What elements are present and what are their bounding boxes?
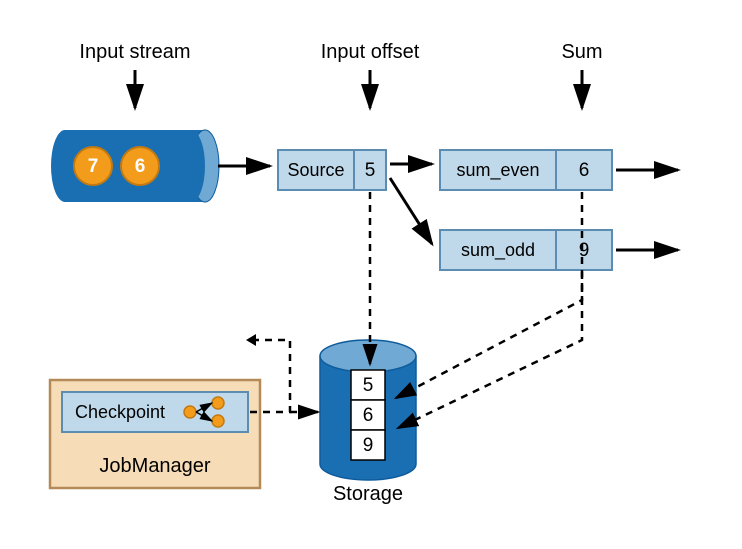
sum-odd-label: sum_odd (461, 240, 535, 261)
source-box: Source 5 (278, 150, 386, 190)
stream-value: 7 (88, 156, 99, 177)
sum-even-value: 6 (579, 160, 590, 181)
input-stream-cylinder: 76 (51, 130, 219, 202)
input_offset-label: Input offset (321, 41, 420, 63)
sum-odd-value: 9 (579, 240, 590, 261)
sum-even-box: sum_even 6 (440, 150, 612, 190)
input_stream-label: Input stream (79, 41, 190, 63)
sum-odd-box: sum_odd 9 (440, 230, 612, 270)
checkpoint-label: Checkpoint (75, 402, 165, 422)
jobmanager-panel: JobManager Checkpoint (50, 380, 260, 488)
source-label: Source (287, 160, 344, 180)
jobmanager-label: JobManager (99, 455, 211, 477)
storage-cell-value: 5 (363, 375, 374, 396)
sum-label: Sum (561, 41, 602, 63)
sum-even-label: sum_even (456, 160, 539, 181)
dot-icon (212, 415, 224, 427)
storage-label: Storage (333, 483, 403, 505)
dot-icon (184, 406, 196, 418)
storage-cell-value: 9 (363, 435, 374, 456)
storage-cell-value: 6 (363, 405, 374, 426)
stream-value: 6 (135, 156, 146, 177)
source-value: 5 (365, 160, 376, 181)
dot-icon (212, 397, 224, 409)
